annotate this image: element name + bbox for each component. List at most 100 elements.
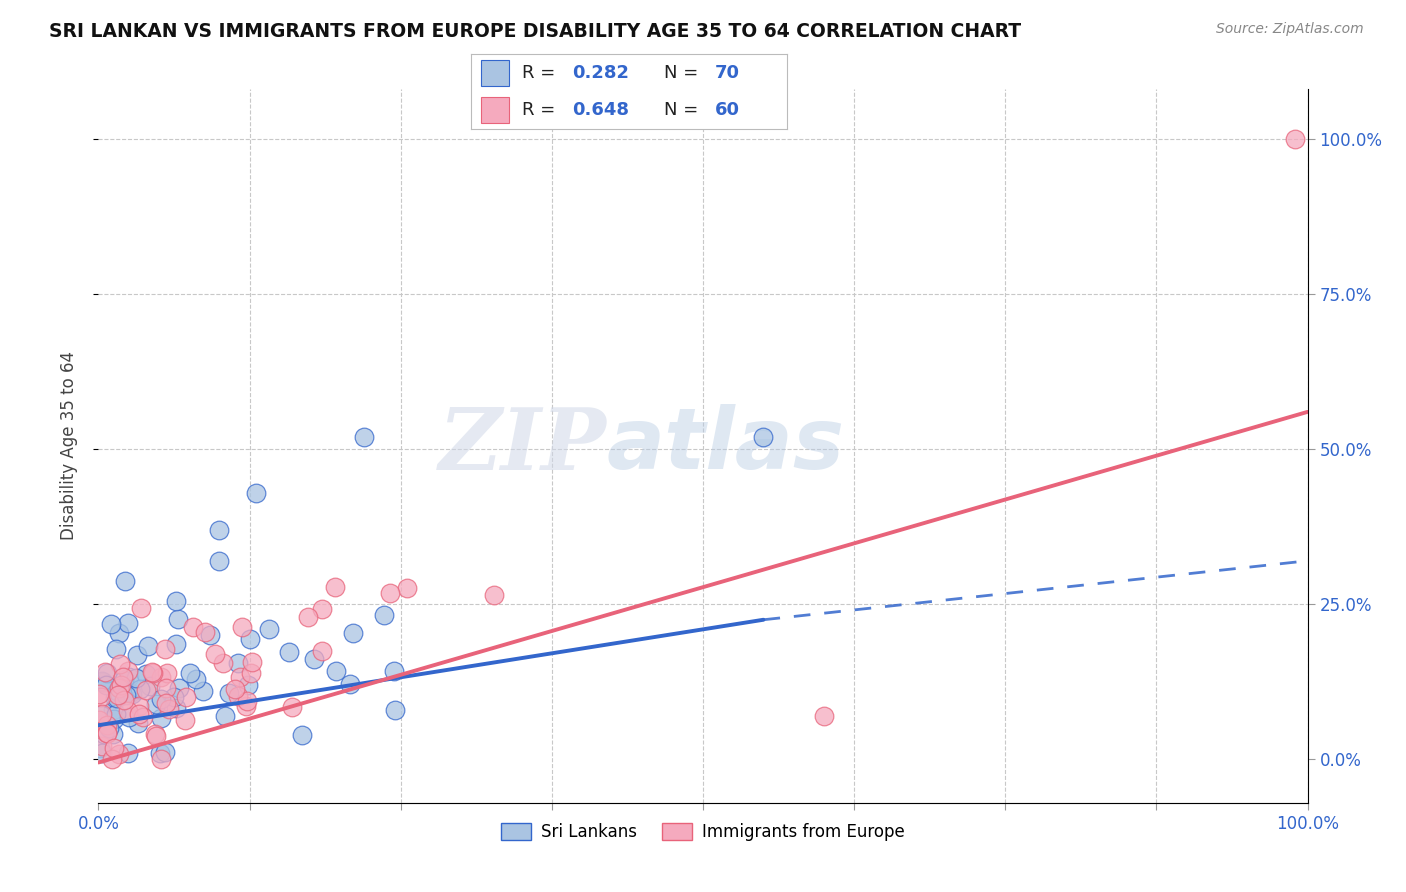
- Point: [204, 647, 226, 661]
- Point: [129, 601, 152, 615]
- Point: [104, 691, 127, 706]
- Point: [167, 681, 190, 695]
- Text: R =: R =: [522, 64, 561, 82]
- Point: [104, 707, 127, 722]
- Point: [165, 593, 187, 607]
- Point: [93, 674, 115, 689]
- Point: [257, 622, 280, 636]
- Point: [112, 673, 135, 688]
- Point: [118, 686, 141, 700]
- Text: 60: 60: [714, 101, 740, 119]
- Point: [91, 673, 114, 688]
- Point: [139, 679, 162, 693]
- Point: [98, 721, 121, 735]
- Point: [396, 581, 419, 595]
- Point: [128, 707, 150, 722]
- Text: 0.648: 0.648: [572, 101, 630, 119]
- Point: [91, 706, 114, 721]
- Point: [235, 699, 257, 714]
- Point: [191, 684, 214, 698]
- Point: [101, 703, 124, 717]
- Point: [208, 523, 231, 537]
- Point: [211, 656, 233, 670]
- Point: [218, 685, 240, 699]
- Point: [94, 665, 117, 679]
- Point: [373, 608, 395, 623]
- Point: [101, 727, 124, 741]
- Point: [108, 657, 131, 672]
- Point: [174, 713, 197, 727]
- Point: [752, 430, 775, 444]
- Point: [339, 677, 361, 691]
- Point: [239, 632, 262, 646]
- Point: [121, 687, 143, 701]
- Point: [813, 709, 835, 723]
- Point: [141, 665, 163, 679]
- Point: [1284, 132, 1306, 146]
- Text: Source: ZipAtlas.com: Source: ZipAtlas.com: [1216, 22, 1364, 37]
- Point: [325, 664, 347, 678]
- Point: [91, 746, 114, 760]
- Point: [150, 711, 173, 725]
- Point: [156, 666, 179, 681]
- Point: [226, 690, 249, 704]
- Point: [291, 728, 314, 742]
- Text: ZIP: ZIP: [439, 404, 606, 488]
- Point: [165, 701, 187, 715]
- Point: [325, 580, 347, 594]
- Point: [132, 710, 155, 724]
- Point: [110, 678, 132, 692]
- Point: [129, 681, 152, 696]
- Point: [115, 688, 138, 702]
- Point: [181, 620, 204, 634]
- Text: 70: 70: [714, 64, 740, 82]
- Point: [143, 727, 166, 741]
- Point: [90, 708, 112, 723]
- Point: [87, 713, 110, 727]
- Legend: Sri Lankans, Immigrants from Europe: Sri Lankans, Immigrants from Europe: [495, 816, 911, 848]
- Point: [229, 670, 252, 684]
- Point: [103, 712, 125, 726]
- Point: [150, 670, 173, 684]
- Point: [302, 652, 325, 666]
- Text: R =: R =: [522, 101, 561, 119]
- Point: [117, 616, 139, 631]
- Point: [148, 746, 170, 760]
- Point: [155, 681, 177, 695]
- Point: [231, 620, 253, 634]
- Point: [342, 626, 364, 640]
- Point: [96, 665, 118, 680]
- Point: [163, 690, 186, 704]
- Point: [155, 696, 177, 710]
- Point: [114, 574, 136, 589]
- Point: [90, 690, 112, 704]
- Point: [311, 602, 333, 616]
- Point: [245, 485, 267, 500]
- Point: [297, 609, 319, 624]
- Point: [166, 612, 188, 626]
- Point: [281, 699, 304, 714]
- Point: [208, 554, 231, 568]
- Point: [184, 672, 207, 686]
- Point: [125, 672, 148, 686]
- Point: [157, 702, 180, 716]
- Point: [93, 726, 115, 740]
- Point: [112, 670, 135, 684]
- Point: [96, 678, 118, 692]
- Point: [236, 693, 259, 707]
- Point: [224, 682, 246, 697]
- Point: [240, 655, 263, 669]
- Point: [135, 683, 157, 698]
- Text: N =: N =: [664, 64, 704, 82]
- Point: [100, 752, 122, 766]
- Text: SRI LANKAN VS IMMIGRANTS FROM EUROPE DISABILITY AGE 35 TO 64 CORRELATION CHART: SRI LANKAN VS IMMIGRANTS FROM EUROPE DIS…: [49, 22, 1021, 41]
- Point: [117, 746, 139, 760]
- Point: [179, 665, 201, 680]
- Point: [482, 588, 505, 602]
- Point: [117, 704, 139, 718]
- Text: N =: N =: [664, 101, 704, 119]
- Point: [236, 678, 259, 692]
- Point: [127, 715, 149, 730]
- Point: [107, 689, 129, 703]
- Y-axis label: Disability Age 35 to 64: Disability Age 35 to 64: [59, 351, 77, 541]
